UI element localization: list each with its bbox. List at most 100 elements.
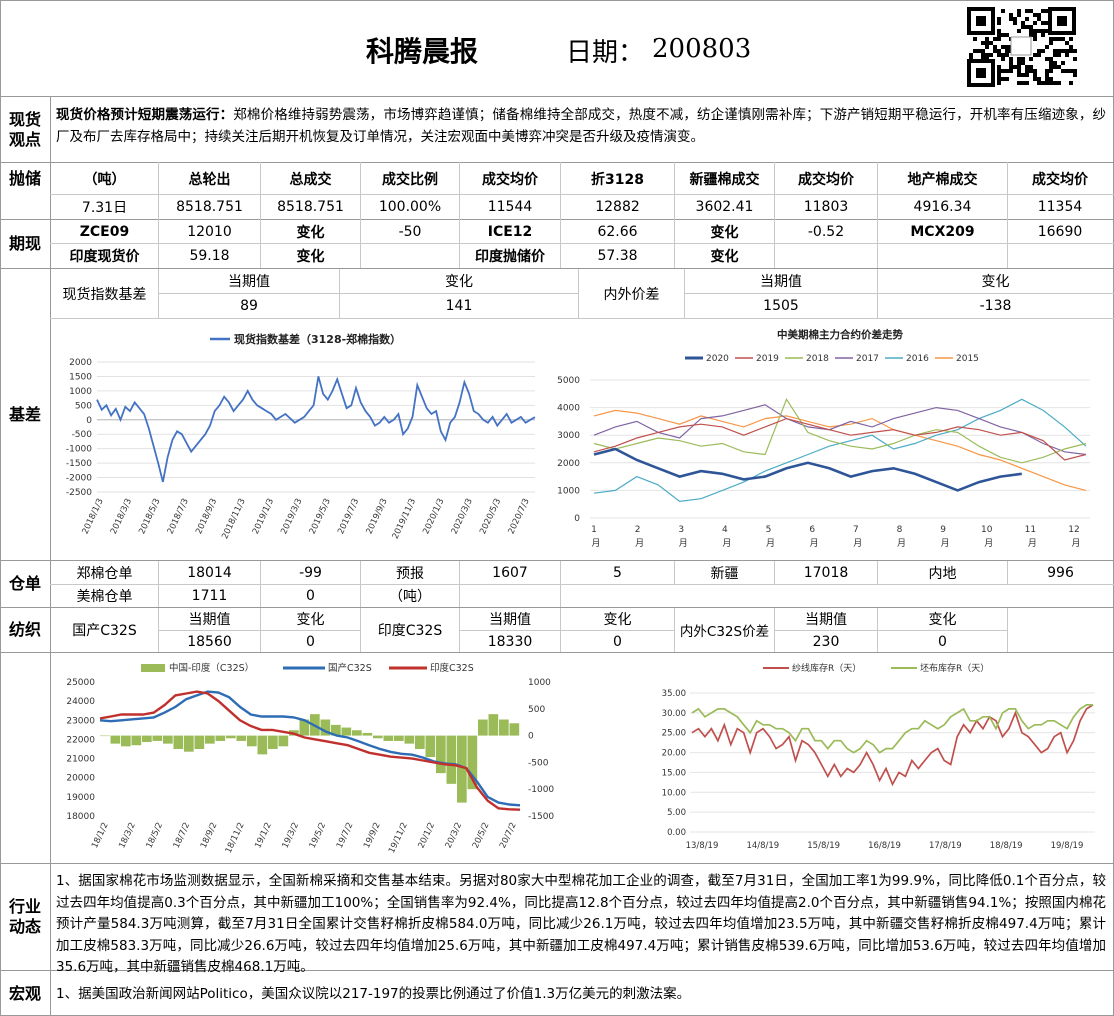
c1-x-tick: 2019/3/3 [279, 497, 304, 536]
c3-x-tick: 20/7/2 [498, 821, 519, 850]
futures-r2-cell-0: 印度现货价 [69, 249, 140, 265]
c1-x-tick: 2019/5/3 [308, 497, 333, 536]
c2-x-tick: 2 [635, 525, 641, 535]
c2-series-2015 [593, 409, 1087, 491]
c2-x-tick-unit: 月 [1071, 538, 1080, 549]
c4-y-tick: 5.00 [667, 808, 686, 818]
c1-y-tick: -1000 [66, 445, 92, 455]
c1-x-tick: 2018/5/3 [137, 497, 162, 536]
auction-cell-9: 11354 [1037, 199, 1083, 215]
domestic-c32s-value: 18560 [187, 633, 232, 650]
spot-view-headline: 现货价格预计短期震荡运行： [56, 107, 234, 123]
futures-r1-cell-1: 12010 [187, 223, 232, 240]
c1-x-tick: 2018/7/3 [166, 497, 191, 536]
auction-cell-4: 11544 [487, 199, 533, 215]
c2-y-tick: 4000 [557, 404, 580, 414]
c4-y-tick: 30.00 [662, 709, 686, 719]
c3-bar [173, 735, 184, 749]
zce-warehouse-value: 18014 [187, 564, 232, 581]
section-warehouse: 仓单 [8, 574, 41, 593]
c2-x-tick-unit: 月 [984, 538, 993, 549]
auction-cell-2: 8518.751 [277, 199, 344, 215]
section-textile: 纺织 [8, 620, 41, 639]
c1-y-tick: 1500 [69, 372, 92, 382]
c4-x-tick: 13/8/19 [686, 841, 719, 851]
c1-x-tick: 2019/7/3 [336, 497, 361, 536]
industry-news-text: 1、据国家棉花市场监测数据显示，全国新棉采摘和交售基本结束。另据对80家大中型棉… [56, 873, 1106, 975]
c2-series-2016 [593, 398, 1087, 503]
c4-y-tick: 0.00 [667, 828, 686, 838]
c3-left-tick: 24000 [66, 697, 95, 707]
c2-series-2019 [593, 417, 1087, 461]
xinjiang-value: 17018 [803, 564, 849, 581]
c1-y-tick: 500 [75, 401, 92, 411]
c4-x-tick: 14/8/19 [746, 841, 779, 851]
c1-y-tick: 1000 [69, 387, 92, 397]
c2-x-tick-unit: 月 [897, 538, 906, 549]
c2-x-tick-unit: 月 [810, 538, 819, 549]
c4-y-tick: 20.00 [662, 749, 686, 759]
spot-view-body: 郑棉价格维持弱势震荡，市场博弈趋谨慎；储备棉维持全部成交，热度不减，纺企谨慎刚需… [56, 107, 1106, 145]
c3-x-tick: 18/3/2 [117, 821, 138, 850]
c3-bar [404, 735, 415, 744]
c3-bar [467, 735, 478, 790]
c2-legend-label: 2018 [806, 354, 829, 364]
c2-x-tick-unit: 月 [591, 538, 600, 549]
futures-r1-cell-8: MCX209 [910, 223, 975, 240]
spread-change-header: 变化 [928, 612, 957, 628]
us-warehouse-label: 美棉仓单 [76, 589, 133, 605]
c3-right-tick: 1000 [528, 678, 551, 688]
c2-x-tick: 11 [1025, 525, 1036, 535]
c3-bar [436, 735, 446, 774]
c1-x-tick: 2018/9/3 [194, 497, 219, 536]
c2-x-tick: 12 [1068, 525, 1079, 535]
auction-cell-7: 11803 [803, 199, 849, 215]
c1-x-tick: 2018/1/3 [81, 497, 106, 536]
c3-bar [383, 735, 394, 741]
c3-bar [362, 732, 373, 736]
report-date: 200803 [652, 34, 752, 64]
c3-bar [499, 719, 509, 736]
c3-bar [205, 735, 215, 744]
basis-current-header: 当期值 [228, 274, 270, 290]
basis-spread-change: -138 [979, 298, 1012, 314]
c3-x-tick: 18/1/2 [90, 821, 111, 850]
section-basis: 基差 [8, 404, 41, 424]
auction-header-4: 成交均价 [482, 171, 538, 188]
c2-y-tick: 5000 [557, 376, 580, 386]
c2-series-2020 [593, 447, 1022, 492]
c3-bar [226, 735, 236, 739]
futures-r2-cell-7 [775, 244, 877, 268]
domestic-c32s-label: 国产C32S [72, 623, 137, 639]
c3-right-tick: -1500 [528, 812, 554, 822]
c2-x-tick-unit: 月 [722, 538, 731, 549]
futures-r2-cell-2: 变化 [296, 249, 325, 265]
c3-x-tick: 19/5/2 [308, 821, 329, 850]
auction-header-3: 成交比例 [382, 171, 438, 188]
yarn-fabric-inventory-chart: 0.00 5.00 10.00 15.00 20.00 25.00 30.00 35.00 13… [662, 662, 1095, 851]
c2-y-tick: 0 [574, 514, 580, 524]
c1-y-tick: -1500 [66, 459, 92, 469]
forecast-change: 5 [613, 564, 622, 581]
domestic-change-header: 变化 [296, 612, 325, 628]
c4-x-tick: 15/8/19 [807, 841, 840, 851]
macro-news-text: 1、据美国政治新闻网站Politico，美国众议院以217-197的投票比例通过… [56, 986, 691, 1002]
c3-bar [194, 735, 205, 749]
c2-legend-label: 2015 [956, 354, 979, 364]
basis-spread-value: 1505 [763, 298, 799, 314]
basis-index-chart: -2500 -2000 -1500 -1000 -500 0 500 1000 1500 2000… [66, 332, 536, 541]
c1-x-tick: 2019/1/3 [251, 497, 276, 536]
domestic-current-header: 当期值 [188, 612, 231, 628]
auction-header-1: 总轮出 [188, 171, 231, 188]
auction-header-8: 地产棉成交 [907, 171, 978, 188]
c3-right-tick: 500 [528, 705, 545, 715]
c3-bar [236, 735, 247, 741]
inland-label: 内地 [928, 565, 957, 582]
c1-legend-label: 现货指数基差（3128-郑棉指数） [234, 332, 401, 346]
auction-cell-5: 12882 [595, 199, 640, 215]
basis-spot-value: 89 [240, 298, 258, 314]
c2-series-2017 [593, 404, 1087, 456]
c3-bar [257, 735, 268, 755]
c1-x-tick: 2019/11/3 [391, 497, 418, 541]
c3-x-tick: 18/9/2 [199, 821, 220, 850]
